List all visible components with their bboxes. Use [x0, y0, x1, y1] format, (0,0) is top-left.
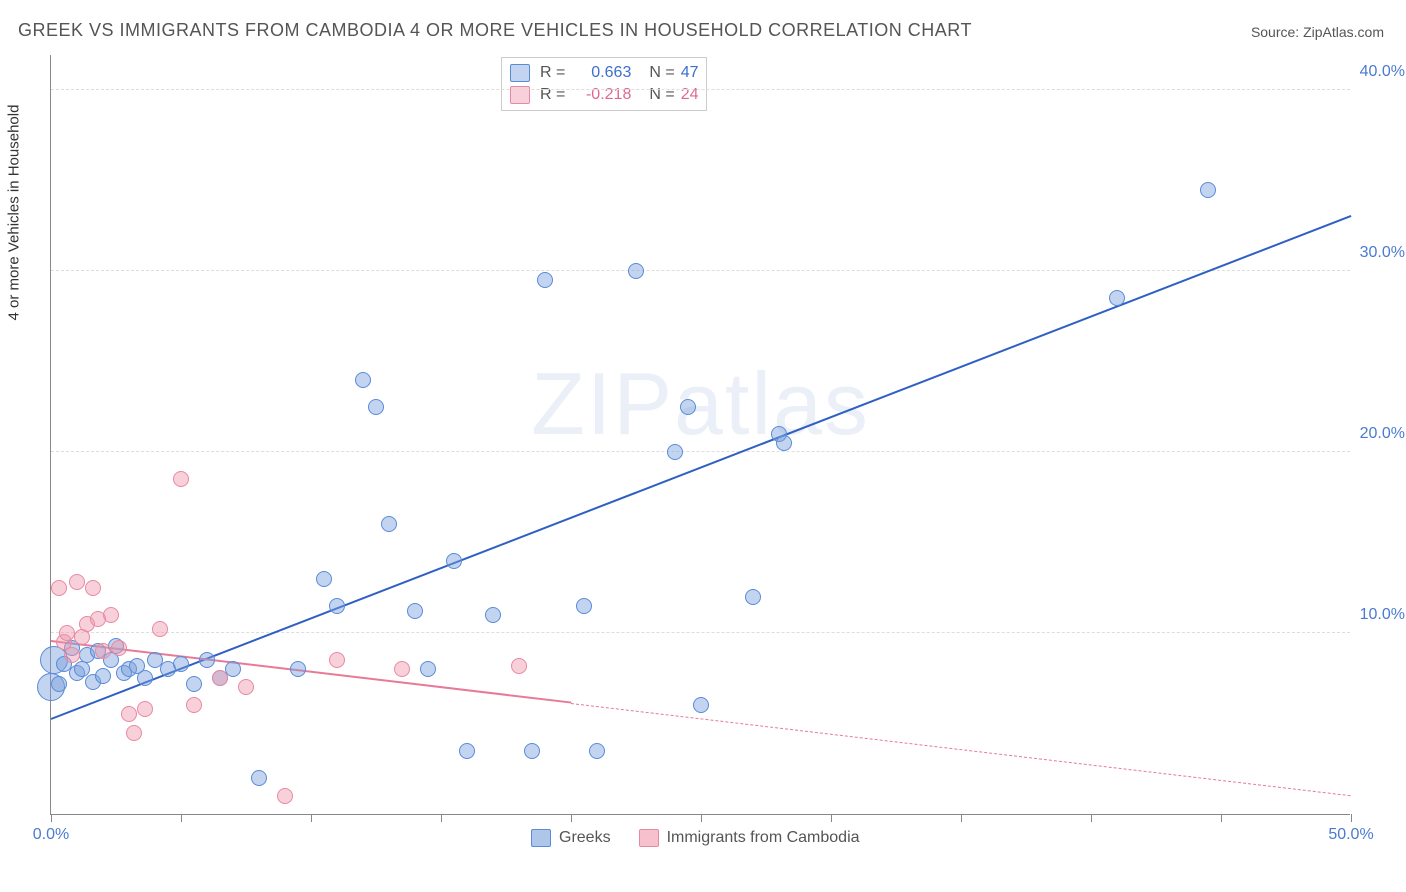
legend-swatch [639, 829, 659, 847]
legend-swatch [531, 829, 551, 847]
legend-stat-row: R = 0.663 N = 47 [510, 62, 698, 84]
data-point [589, 743, 605, 759]
gridline [51, 270, 1350, 271]
y-tick-label: 20.0% [1360, 425, 1405, 443]
data-point [137, 670, 153, 686]
data-point [186, 697, 202, 713]
data-point [420, 661, 436, 677]
watermark: ZIPatlas [531, 353, 870, 455]
data-point [69, 574, 85, 590]
trend-line [51, 215, 1352, 720]
data-point [511, 658, 527, 674]
data-point [111, 640, 127, 656]
data-point [368, 399, 384, 415]
x-tick [1351, 814, 1352, 822]
legend-item: Greeks [531, 829, 611, 847]
data-point [95, 643, 111, 659]
data-point [121, 706, 137, 722]
data-point [238, 679, 254, 695]
x-tick-label: 50.0% [1328, 826, 1373, 844]
data-point [199, 652, 215, 668]
gridline [51, 89, 1350, 90]
data-point [212, 670, 228, 686]
data-point [745, 589, 761, 605]
data-point [137, 701, 153, 717]
data-point [51, 580, 67, 596]
stat-n-label: N = [649, 64, 674, 82]
x-tick [441, 814, 442, 822]
legend-label: Immigrants from Cambodia [667, 829, 860, 847]
y-axis-label: 4 or more Vehicles in Household [6, 105, 23, 321]
stat-n-value: 47 [681, 64, 699, 82]
data-point [251, 770, 267, 786]
data-point [407, 603, 423, 619]
data-point [329, 652, 345, 668]
legend-label: Greeks [559, 829, 611, 847]
data-point [394, 661, 410, 677]
scatter-plot: ZIPatlas R =0.663N =47R =-0.218N =24 Gre… [50, 55, 1350, 815]
data-point [680, 399, 696, 415]
data-point [628, 263, 644, 279]
data-point [173, 656, 189, 672]
data-point [173, 471, 189, 487]
correlation-legend: R = 0.663 N = 47 R =-0.218N =24 [501, 57, 707, 111]
x-tick [701, 814, 702, 822]
data-point [776, 435, 792, 451]
data-point [59, 625, 75, 641]
legend-item: Immigrants from Cambodia [639, 829, 860, 847]
x-tick [51, 814, 52, 822]
data-point [485, 607, 501, 623]
x-tick [1091, 814, 1092, 822]
x-tick [1221, 814, 1222, 822]
gridline [51, 451, 1350, 452]
data-point [693, 697, 709, 713]
x-tick [311, 814, 312, 822]
x-tick [961, 814, 962, 822]
data-point [459, 743, 475, 759]
legend-swatch [510, 64, 530, 82]
x-tick [181, 814, 182, 822]
data-point [51, 676, 67, 692]
data-point [667, 444, 683, 460]
x-tick [571, 814, 572, 822]
data-point [576, 598, 592, 614]
data-point [355, 372, 371, 388]
stat-r-label: R = [540, 64, 565, 82]
x-tick-label: 0.0% [33, 826, 69, 844]
data-point [103, 607, 119, 623]
data-point [152, 621, 168, 637]
series-legend: Greeks Immigrants from Cambodia [531, 829, 860, 847]
y-tick-label: 40.0% [1360, 63, 1405, 81]
y-tick-label: 30.0% [1360, 244, 1405, 262]
trend-line [571, 703, 1351, 796]
data-point [1200, 182, 1216, 198]
data-point [524, 743, 540, 759]
y-tick-label: 10.0% [1360, 606, 1405, 624]
data-point [290, 661, 306, 677]
data-point [329, 598, 345, 614]
data-point [537, 272, 553, 288]
data-point [277, 788, 293, 804]
data-point [85, 580, 101, 596]
data-point [446, 553, 462, 569]
chart-title: GREEK VS IMMIGRANTS FROM CAMBODIA 4 OR M… [18, 20, 972, 41]
x-tick [831, 814, 832, 822]
data-point [1109, 290, 1125, 306]
data-point [64, 647, 80, 663]
gridline [51, 632, 1350, 633]
legend-stat-row: R =-0.218N =24 [510, 84, 698, 106]
stat-r-value: 0.663 [571, 64, 631, 82]
data-point [95, 668, 111, 684]
data-point [186, 676, 202, 692]
source-label: Source: ZipAtlas.com [1251, 24, 1384, 40]
data-point [316, 571, 332, 587]
data-point [126, 725, 142, 741]
data-point [381, 516, 397, 532]
